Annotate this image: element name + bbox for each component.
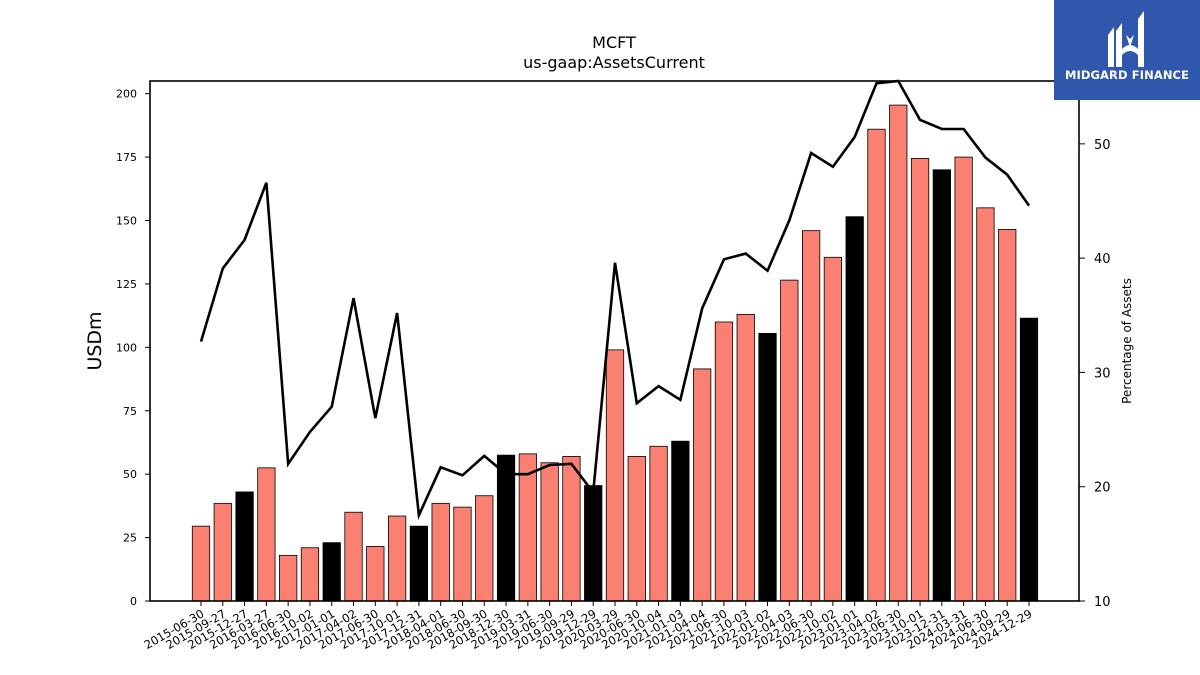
bar-2021-10-03 xyxy=(736,313,755,602)
y-tick-label: 25 xyxy=(123,532,137,545)
chart-subtitle: us-gaap:AssetsCurrent xyxy=(523,53,705,72)
y-tick-label: 200 xyxy=(116,88,137,101)
bar-2021-01-03 xyxy=(671,440,690,602)
bar-2017-10-01 xyxy=(387,515,407,602)
bar-2019-09-29 xyxy=(562,456,581,602)
y-tick-label: 175 xyxy=(116,151,137,164)
chart-title: MCFT xyxy=(592,33,636,52)
bar-2015-12-27 xyxy=(235,491,254,602)
bar-2019-12-29 xyxy=(584,485,603,602)
bar-2024-12-29 xyxy=(1019,317,1039,602)
y-tick-label: 50 xyxy=(123,468,137,481)
y2-axis-label: Percentage of Assets xyxy=(1120,278,1134,404)
bar-2022-01-02 xyxy=(758,332,777,602)
bar-2021-06-30 xyxy=(714,321,734,602)
bar-2023-06-30 xyxy=(889,104,908,602)
bar-2021-04-04 xyxy=(693,368,712,602)
bar-2022-04-03 xyxy=(780,279,799,602)
bar-2024-06-30 xyxy=(976,207,995,602)
bar-2018-06-30 xyxy=(453,506,472,602)
bar-2024-09-29 xyxy=(998,228,1017,602)
bar-2015-09-27 xyxy=(213,502,232,602)
bar-2023-01-01 xyxy=(845,216,864,602)
bar-2017-04-02 xyxy=(344,511,363,602)
bar-2023-10-01 xyxy=(910,157,930,602)
y2-tick-label: 40 xyxy=(1094,252,1111,267)
bar-2017-06-30 xyxy=(366,546,385,602)
y-axis-label: USDm xyxy=(84,311,106,370)
y2-tick-label: 30 xyxy=(1094,366,1111,381)
bar-2020-06-30 xyxy=(627,456,646,602)
bar-2023-12-31 xyxy=(932,169,951,602)
bar-2015-06-30 xyxy=(191,525,211,602)
bar-2019-03-31 xyxy=(518,453,537,602)
y-tick-label: 150 xyxy=(116,215,137,228)
axes-group: 025507510012515017520010203040502015-06-… xyxy=(116,80,1111,652)
bar-2018-12-30 xyxy=(496,454,516,602)
bar-2020-10-04 xyxy=(649,445,668,602)
bar-2016-10-02 xyxy=(300,547,320,602)
midgard-logo: MIDGARD FINANCE xyxy=(1054,0,1200,100)
y-tick-label: 125 xyxy=(116,278,137,291)
y-tick-label: 100 xyxy=(116,341,137,354)
bar-2016-06-30 xyxy=(279,554,298,602)
bar-2016-03-27 xyxy=(257,467,276,602)
bar-2018-09-30 xyxy=(475,495,494,602)
bar-2022-10-02 xyxy=(823,256,843,602)
bars-group xyxy=(191,104,1039,602)
y-tick-label: 0 xyxy=(130,595,137,608)
y2-tick-label: 10 xyxy=(1094,595,1111,610)
bar-2019-06-30 xyxy=(540,462,559,602)
midgard-logo-icon xyxy=(1108,11,1144,67)
bar-2023-04-02 xyxy=(867,128,886,602)
y2-tick-label: 20 xyxy=(1094,481,1111,496)
bar-2017-01-01 xyxy=(322,542,341,602)
y-tick-label: 75 xyxy=(123,405,137,418)
bar-2017-12-31 xyxy=(409,525,429,602)
bar-2022-06-30 xyxy=(801,230,821,602)
y2-tick-label: 50 xyxy=(1094,138,1111,153)
bar-2020-03-29 xyxy=(605,349,625,602)
bar-2024-03-31 xyxy=(954,156,973,602)
logo-text: MIDGARD FINANCE xyxy=(1064,68,1190,82)
bar-2018-04-01 xyxy=(431,502,450,602)
